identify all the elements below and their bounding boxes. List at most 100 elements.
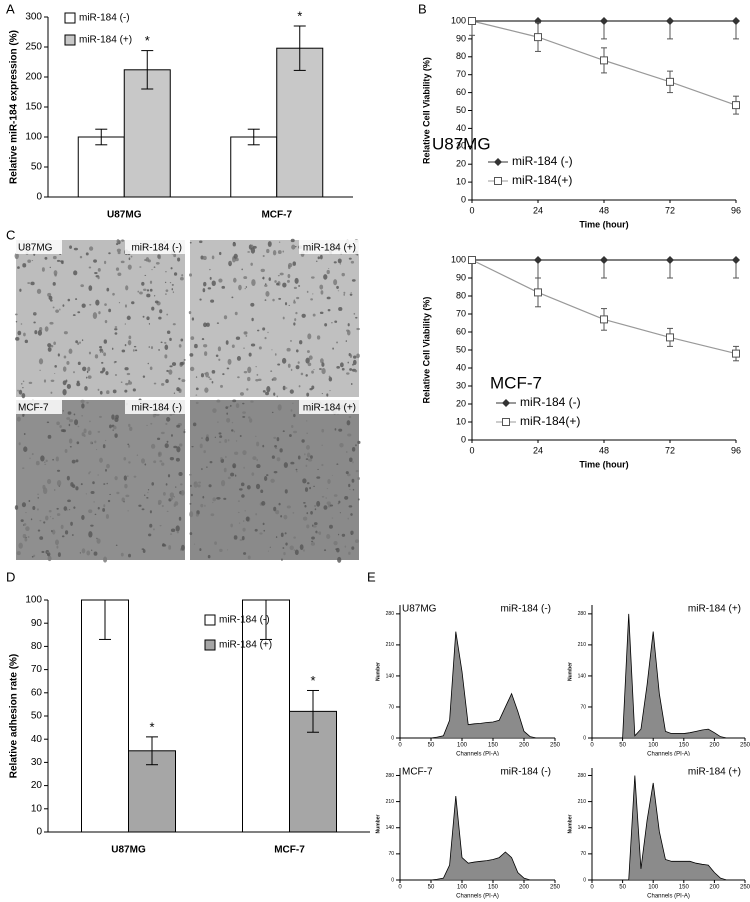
y-tick-label: 70 — [31, 664, 43, 675]
y-tick-label: 0 — [461, 194, 466, 204]
cell — [242, 402, 245, 405]
cell — [308, 355, 313, 360]
cell — [282, 282, 287, 288]
x-tick-label: 200 — [709, 743, 720, 749]
cell — [350, 533, 353, 536]
cell — [256, 458, 258, 462]
cell — [255, 483, 261, 490]
cell — [161, 462, 165, 466]
cell — [278, 241, 281, 243]
cell — [203, 281, 207, 287]
cell — [198, 481, 201, 484]
cell — [148, 533, 152, 537]
cell — [124, 483, 128, 489]
cell — [89, 420, 91, 423]
cell — [310, 298, 313, 301]
cell — [128, 444, 131, 448]
cell — [22, 413, 25, 417]
cell — [41, 550, 45, 553]
histogram — [592, 613, 745, 739]
cell — [173, 445, 178, 449]
cell — [176, 424, 181, 428]
x-tick-label: 0 — [469, 445, 474, 455]
cell — [209, 461, 213, 464]
cell — [166, 417, 171, 422]
cell — [251, 279, 256, 287]
cell — [147, 362, 149, 365]
cell — [148, 322, 151, 325]
cell — [269, 546, 271, 548]
x-tick-label: 200 — [519, 743, 530, 749]
cell — [69, 419, 74, 423]
cell — [321, 495, 325, 498]
cell — [193, 482, 197, 485]
cell — [123, 475, 127, 481]
x-tick-label: 150 — [488, 885, 499, 891]
cell — [127, 443, 130, 446]
cell — [160, 341, 163, 344]
cell — [81, 415, 83, 417]
marker — [732, 349, 740, 358]
cell — [175, 486, 177, 488]
cell — [341, 533, 346, 537]
x-tick-label: 250 — [550, 885, 561, 891]
cell — [332, 347, 334, 350]
cell — [180, 483, 183, 486]
cell — [289, 389, 294, 394]
cell — [128, 335, 132, 340]
cell — [195, 376, 198, 378]
cell — [128, 461, 131, 464]
y-tick-label: 20 — [456, 398, 466, 408]
cell — [291, 425, 294, 428]
cell — [67, 411, 72, 415]
cell — [159, 309, 163, 314]
cell — [52, 517, 54, 520]
cell — [255, 366, 257, 368]
cell — [146, 424, 148, 427]
cell-line-label: MCF-7 — [402, 767, 433, 778]
cell — [306, 290, 309, 293]
cell — [350, 292, 352, 294]
cell — [176, 387, 180, 392]
cell — [297, 455, 301, 460]
cell — [310, 276, 315, 279]
cell — [353, 312, 356, 315]
cell — [251, 317, 254, 322]
cell — [70, 482, 74, 487]
cell — [319, 311, 324, 314]
cell — [71, 534, 74, 536]
cell — [23, 332, 26, 337]
x-tick-label: 0 — [398, 743, 402, 749]
cell — [321, 362, 325, 367]
cell — [346, 372, 350, 375]
condition-label: miR-184 (-) — [500, 767, 551, 778]
cell — [105, 468, 107, 472]
cell — [136, 454, 139, 457]
cell — [326, 488, 329, 490]
cell — [284, 532, 287, 535]
cell — [190, 336, 195, 340]
cell — [161, 382, 165, 386]
cell — [195, 401, 199, 405]
cell — [211, 280, 216, 287]
cell — [351, 546, 355, 550]
cell — [280, 532, 284, 538]
cell — [124, 344, 127, 347]
y-tick-label: 100 — [451, 254, 466, 264]
cell — [77, 361, 81, 366]
x-tick-label: 0 — [469, 205, 474, 215]
cell — [339, 362, 344, 368]
cell — [96, 537, 98, 540]
cell — [191, 445, 194, 448]
y-tick-label: 30 — [456, 141, 466, 151]
cell — [85, 252, 89, 256]
cell — [74, 419, 79, 426]
cell — [73, 247, 79, 251]
y-tick-label: 200 — [25, 72, 42, 83]
cell — [102, 367, 106, 372]
cell — [266, 474, 269, 477]
cell — [239, 538, 243, 541]
marker — [468, 256, 476, 264]
cell — [106, 287, 110, 292]
cell — [141, 508, 145, 511]
